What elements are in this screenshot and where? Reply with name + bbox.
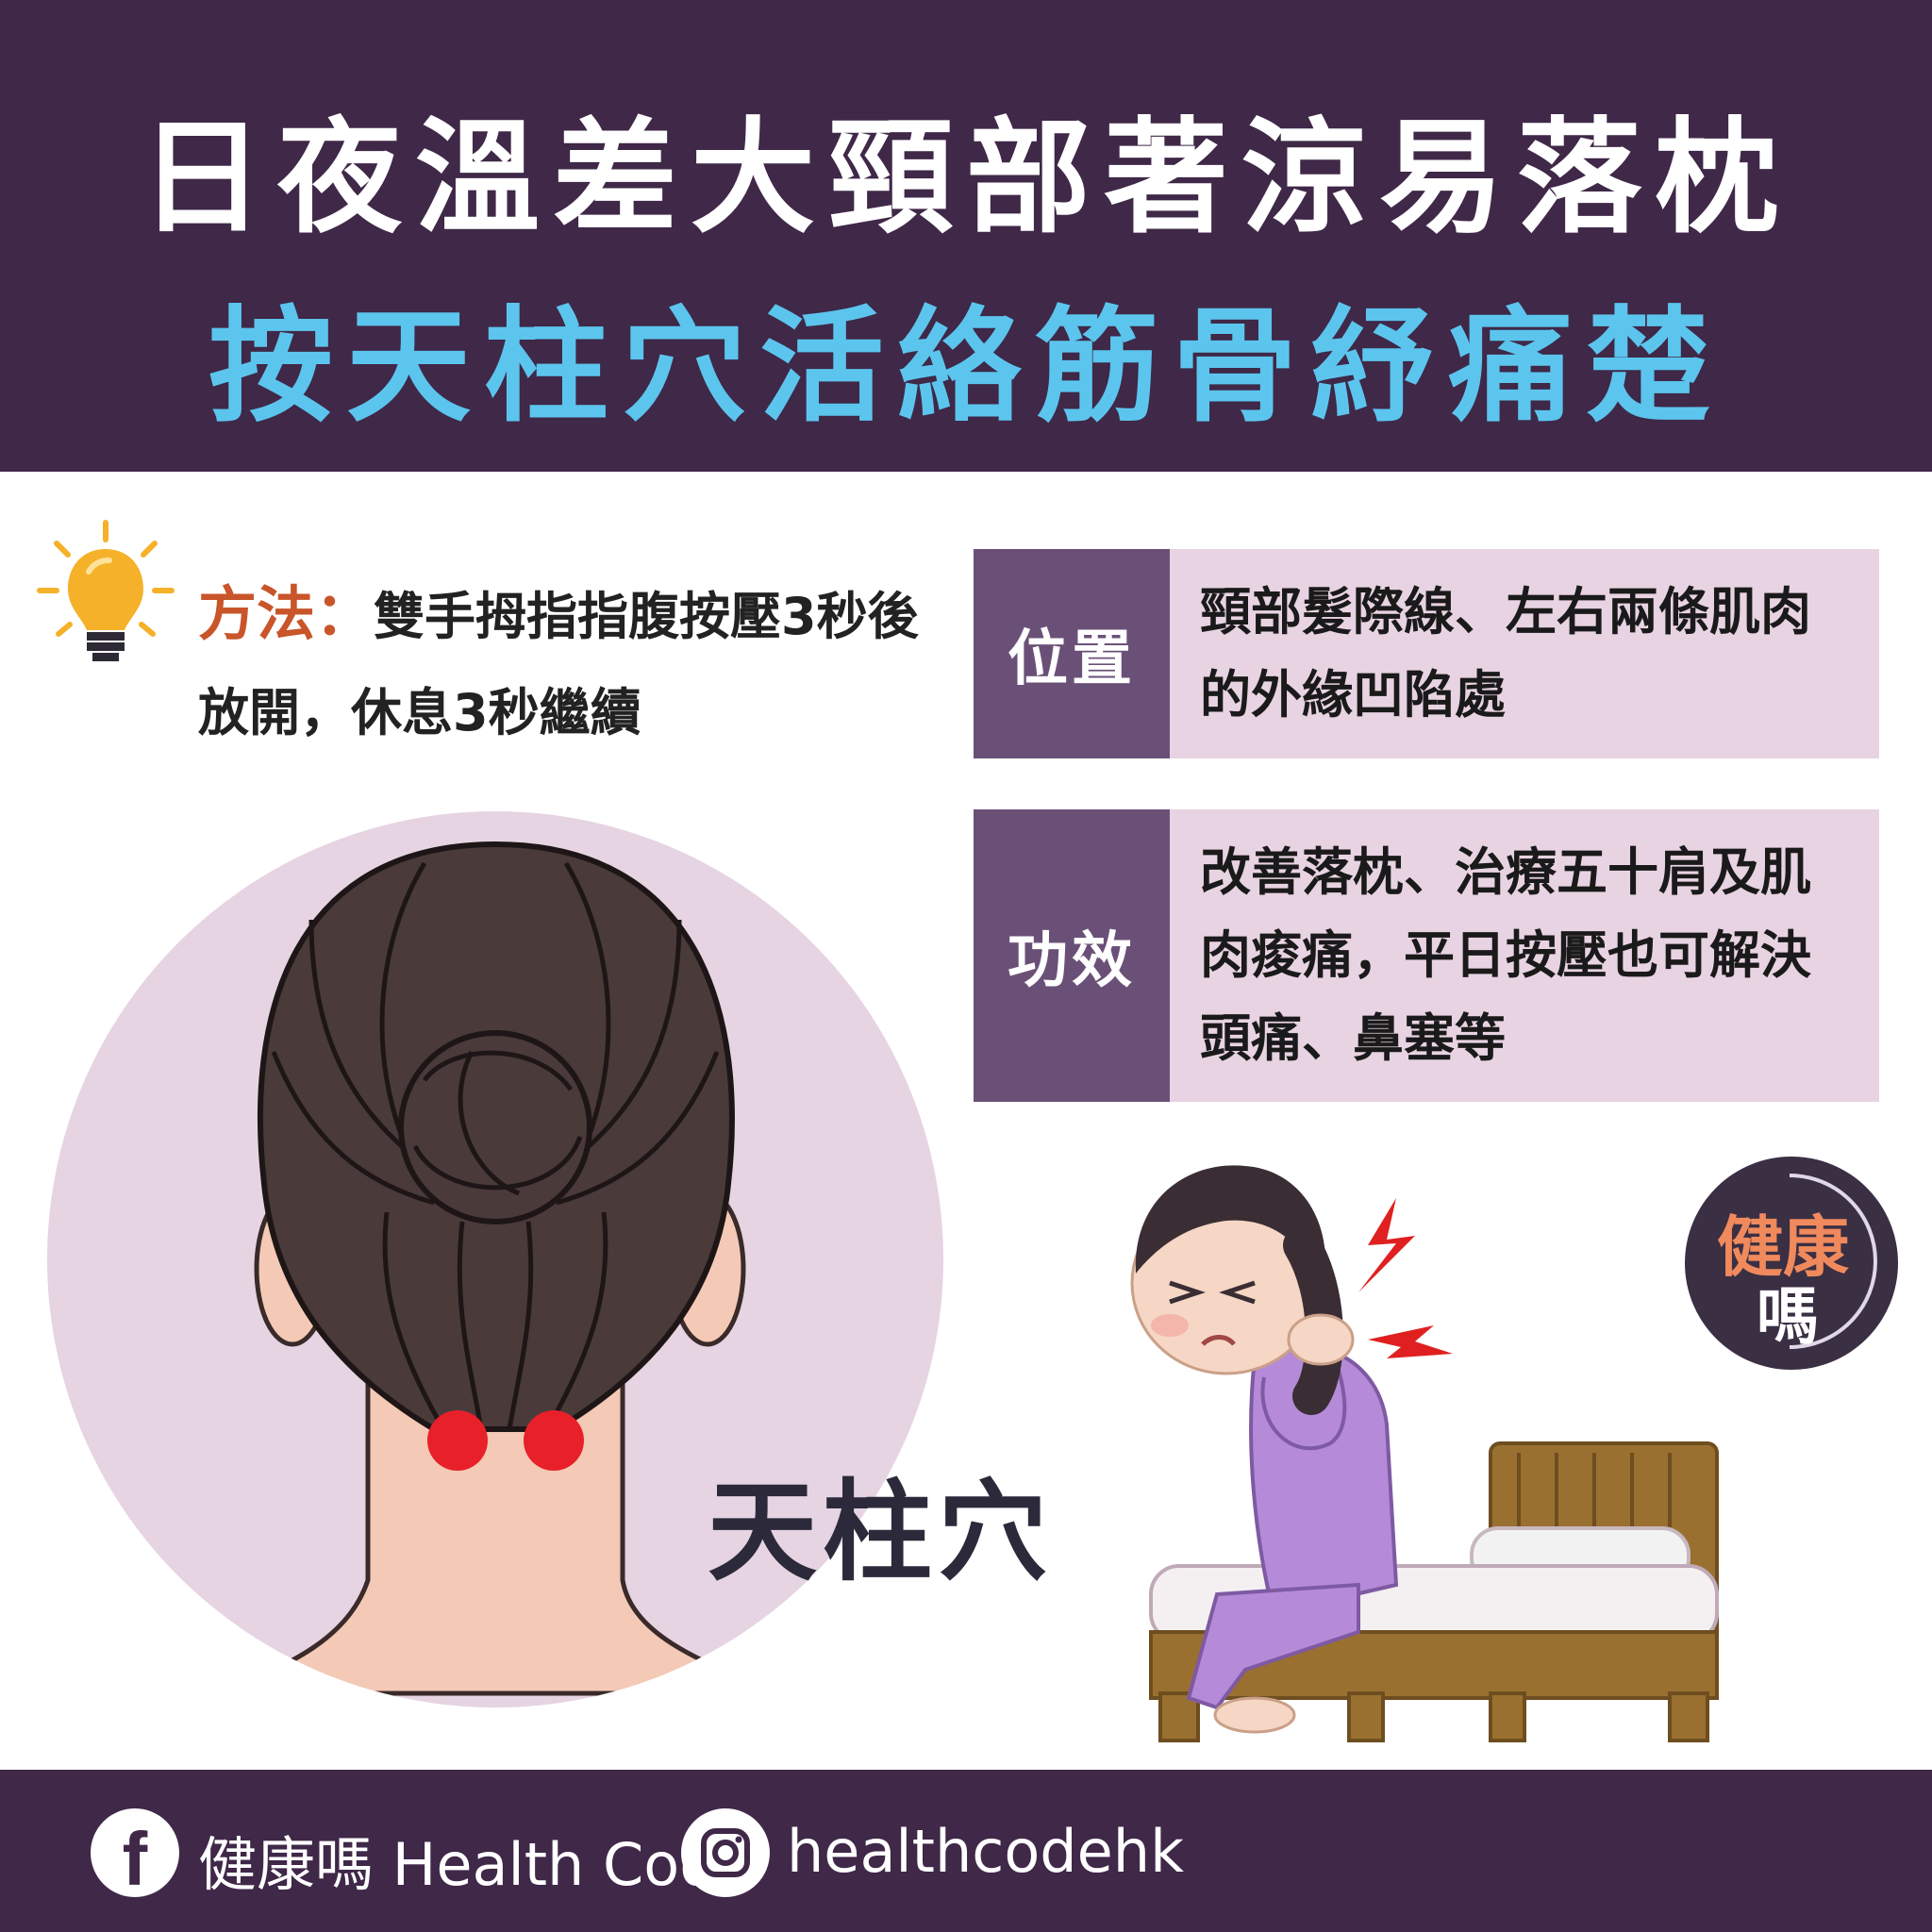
- acupoint-label: 天柱穴: [708, 1469, 1053, 1596]
- effect-box: 功效 改善落枕、治療五十肩及肌肉痠痛，平日按壓也可解決頭痛、鼻塞等: [974, 809, 1879, 1102]
- footer-bar: [0, 1770, 1932, 1932]
- title-line-2: 按天柱穴活絡筋骨紓痛楚: [208, 294, 1724, 440]
- method-description: 方法：雙手拇指指腹按壓3秒後放開，休息3秒繼續: [198, 566, 953, 761]
- brand-badge: 健康 嗎: [1685, 1157, 1898, 1370]
- facebook-icon[interactable]: f: [91, 1808, 179, 1901]
- instagram-icon[interactable]: [681, 1808, 770, 1897]
- head-back-illustration: [47, 811, 943, 1707]
- lightbulb-icon: [37, 520, 175, 661]
- method-text: 雙手拇指指腹按壓3秒後放開，休息3秒繼續: [198, 587, 919, 742]
- instagram-handle[interactable]: healthcodehk: [787, 1817, 1184, 1886]
- effect-text: 改善落枕、治療五十肩及肌肉痠痛，平日按壓也可解決頭痛、鼻塞等: [1200, 842, 1811, 1068]
- effect-tag: 功效: [974, 809, 1170, 1102]
- neck-pain-girl-illustration: [1130, 1165, 1719, 1742]
- location-box: 位置 頸部髮際線、左右兩條肌肉的外緣凹陷處: [974, 549, 1879, 758]
- header-banner: 日夜溫差大頸部著涼易落枕 按天柱穴活絡筋骨紓痛楚: [0, 0, 1932, 472]
- facebook-page-name[interactable]: 健康嗎 Health Code: [198, 1830, 753, 1899]
- location-text: 頸部髮際線、左右兩條肌肉的外緣凹陷處: [1200, 582, 1811, 724]
- title-line-1: 日夜溫差大頸部著涼易落枕: [140, 106, 1792, 251]
- badge-line-2: 嗎: [1757, 1280, 1819, 1353]
- method-label: 方法：: [198, 579, 375, 648]
- location-tag: 位置: [974, 549, 1170, 758]
- badge-line-1: 健康: [1717, 1208, 1849, 1286]
